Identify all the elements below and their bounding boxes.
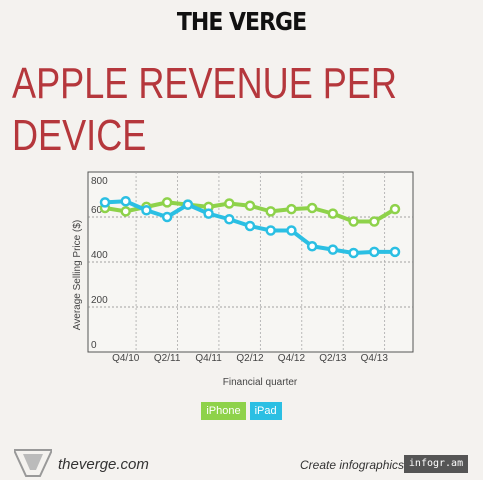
chart-grid [87, 171, 414, 353]
data-point-iphone [389, 203, 401, 215]
data-point-ipad [161, 211, 173, 223]
y-tick-labels: 0 200 400 600 800 [91, 176, 108, 351]
verge-logo-icon [14, 449, 52, 477]
data-point-iphone [244, 200, 256, 211]
data-point-iphone [286, 203, 297, 215]
x-tick-label: Q4/12 [278, 353, 306, 364]
x-tick-labels: Q4/10 Q2/11 Q4/11 Q2/12 Q4/12 Q2/13 Q4/13 [112, 353, 388, 364]
data-point-iphone [224, 198, 235, 209]
footer-create-link[interactable]: Create infographics [300, 458, 405, 472]
x-tick-label: Q4/11 [195, 353, 222, 364]
legend-item-ipad[interactable]: iPad [249, 402, 282, 420]
masthead-logo: THE VERGE [176, 8, 307, 37]
title-line-2: DEVICE [12, 111, 147, 160]
data-point-ipad [265, 225, 276, 236]
page-title: APPLE REVENUE PER DEVICE [12, 58, 397, 162]
data-point-ipad [327, 244, 339, 255]
x-tick-label: Q4/10 [112, 353, 140, 364]
data-point-ipad [244, 220, 256, 232]
data-point-ipad [306, 241, 318, 252]
chart-legend: iPhone iPad [0, 402, 483, 420]
footer-site-link[interactable]: theverge.com [58, 456, 149, 473]
data-point-iphone [120, 206, 131, 217]
y-tick-label: 0 [91, 340, 97, 351]
footer-brand-badge[interactable]: infogr.am [404, 455, 468, 473]
y-tick-label: 400 [91, 250, 108, 261]
data-point-ipad [182, 199, 194, 210]
data-point-iphone [369, 216, 380, 227]
data-point-ipad [286, 225, 297, 236]
x-tick-label: Q2/13 [319, 353, 347, 364]
data-point-ipad [203, 208, 214, 219]
data-point-ipad [224, 214, 235, 225]
data-point-ipad [369, 246, 380, 258]
data-point-ipad [389, 246, 401, 258]
data-point-ipad [99, 197, 111, 208]
data-point-iphone [265, 206, 276, 217]
data-point-iphone [306, 202, 318, 214]
data-point-ipad [120, 196, 131, 207]
y-tick-label: 600 [91, 205, 108, 216]
y-axis-label: Average Selling Price ($) [72, 220, 83, 330]
data-point-ipad [141, 205, 152, 216]
x-axis-label: Financial quarter [223, 377, 298, 388]
chart-series [99, 196, 401, 259]
y-tick-label: 200 [91, 295, 108, 306]
data-point-iphone [348, 216, 359, 227]
legend-item-iphone[interactable]: iPhone [201, 402, 246, 420]
x-tick-label: Q2/12 [236, 353, 264, 364]
y-tick-label: 800 [91, 176, 108, 187]
title-line-1: APPLE REVENUE PER [12, 59, 397, 108]
x-tick-label: Q4/13 [361, 353, 389, 364]
data-point-iphone [161, 197, 173, 208]
data-point-iphone [327, 208, 339, 219]
x-tick-label: Q2/11 [154, 353, 181, 364]
data-point-ipad [348, 247, 359, 259]
